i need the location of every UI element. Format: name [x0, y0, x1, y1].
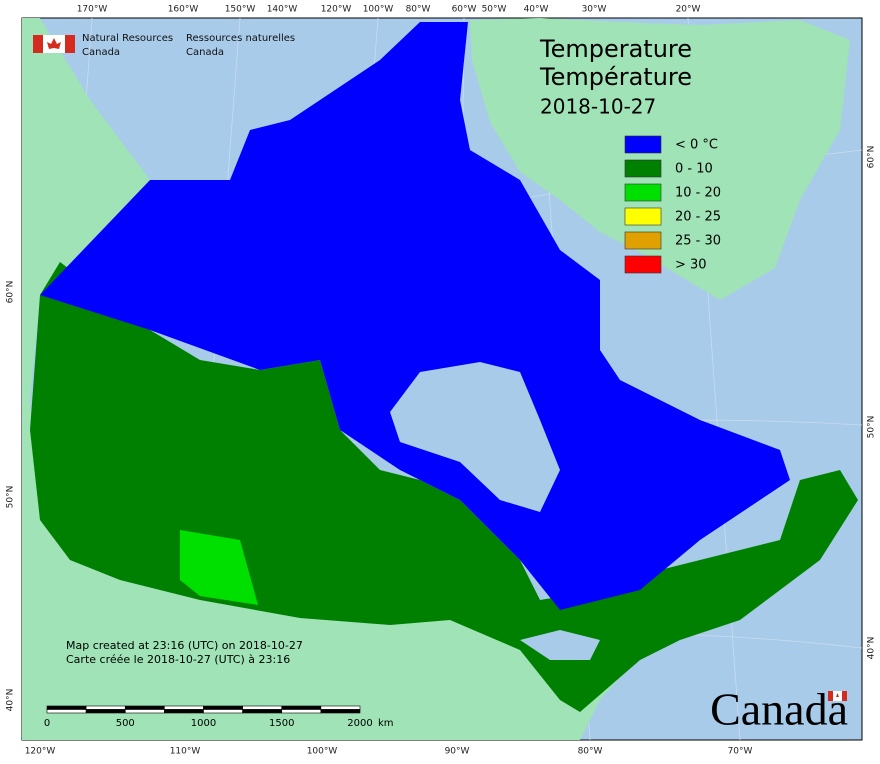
graticule-label: 80°W — [406, 5, 431, 15]
graticule-label: 90°W — [445, 747, 470, 757]
scale-segment — [164, 705, 204, 710]
greenland — [470, 18, 850, 300]
legend-label: 0 - 10 — [675, 162, 713, 177]
scale-unit: km — [378, 718, 394, 729]
map-title: Temperature — [539, 35, 692, 63]
graticule-label: 70°W — [728, 747, 753, 757]
map-title: Température — [539, 63, 692, 91]
graticule-label: 60°N — [6, 281, 16, 304]
scale-segment — [124, 709, 165, 714]
canada-north — [40, 22, 790, 610]
graticule-label: 100°W — [363, 5, 394, 15]
map-note: Carte créée le 2018-10-27 (UTC) à 23:16 — [66, 653, 290, 666]
graticule-label: 20°W — [676, 5, 701, 15]
scale-label: 1000 — [191, 718, 216, 729]
map-date: 2018-10-27 — [540, 95, 656, 119]
legend-label: > 30 — [675, 258, 707, 273]
legend-swatch — [624, 159, 662, 178]
map-note: Map created at 23:16 (UTC) on 2018-10-27 — [66, 639, 303, 652]
scale-label: 1500 — [269, 718, 294, 729]
canada-wordmark: Canada — [710, 684, 848, 735]
scale-label: 2000 — [347, 718, 372, 729]
graticule-label: 60°W — [452, 5, 477, 15]
graticule-label: 40°N — [6, 689, 16, 712]
scale-label: 500 — [116, 718, 135, 729]
legend-swatch — [624, 183, 662, 202]
legend-swatch — [624, 231, 662, 250]
legend-label: 25 - 30 — [675, 234, 721, 249]
graticule-label: 50°W — [482, 5, 507, 15]
scale-segment — [320, 709, 361, 714]
scale-segment — [85, 705, 126, 710]
scale-segment — [85, 709, 126, 714]
scale-segment — [281, 705, 322, 710]
scale-segment — [281, 709, 322, 714]
graticule-label: 40°N — [867, 637, 877, 660]
scale-label: 0 — [44, 718, 50, 729]
graticule-label: 50°N — [867, 416, 877, 439]
legend-swatch — [624, 255, 662, 274]
org-name-fr: Canada — [186, 47, 224, 58]
warm-patch — [180, 530, 258, 605]
legend-label: 10 - 20 — [675, 186, 721, 201]
org-name-fr: Ressources naturelles — [186, 33, 295, 44]
graticule-label: 100°W — [307, 747, 338, 757]
flag-logo — [33, 35, 75, 53]
legend-swatch — [624, 207, 662, 226]
map-frame — [21, 17, 863, 741]
graticule-label: 30°W — [582, 5, 607, 15]
graticule-label: 50°N — [6, 486, 16, 509]
graticule-label: 110°W — [170, 747, 201, 757]
legend-label: 20 - 25 — [675, 210, 721, 225]
org-name-en: Canada — [82, 47, 120, 58]
scale-segment — [46, 709, 87, 714]
graticule-label: 140°W — [267, 5, 298, 15]
graticule-label: 40°W — [524, 5, 549, 15]
graticule-label: 160°W — [168, 5, 199, 15]
graticule-label: 150°W — [225, 5, 256, 15]
graticule-label: 120°W — [25, 747, 56, 757]
hudson-bay — [390, 362, 560, 512]
graticule-label: 120°W — [321, 5, 352, 15]
great-lakes — [520, 630, 600, 660]
scale-segment — [124, 705, 165, 710]
scale-segment — [164, 709, 204, 714]
scale-segment — [46, 705, 87, 710]
graticule-label: 80°W — [578, 747, 603, 757]
graticule-label: 170°W — [77, 5, 108, 15]
legend-swatch — [624, 135, 662, 154]
scale-segment — [203, 705, 243, 710]
graticule-label: 60°N — [867, 146, 877, 169]
scale-segment — [320, 705, 361, 710]
org-name-en: Natural Resources — [82, 33, 173, 44]
legend-label: < 0 °C — [675, 138, 718, 153]
scale-segment — [242, 705, 283, 710]
scale-segment — [242, 709, 283, 714]
scale-segment — [203, 709, 243, 714]
wordmark-flag — [828, 691, 847, 701]
